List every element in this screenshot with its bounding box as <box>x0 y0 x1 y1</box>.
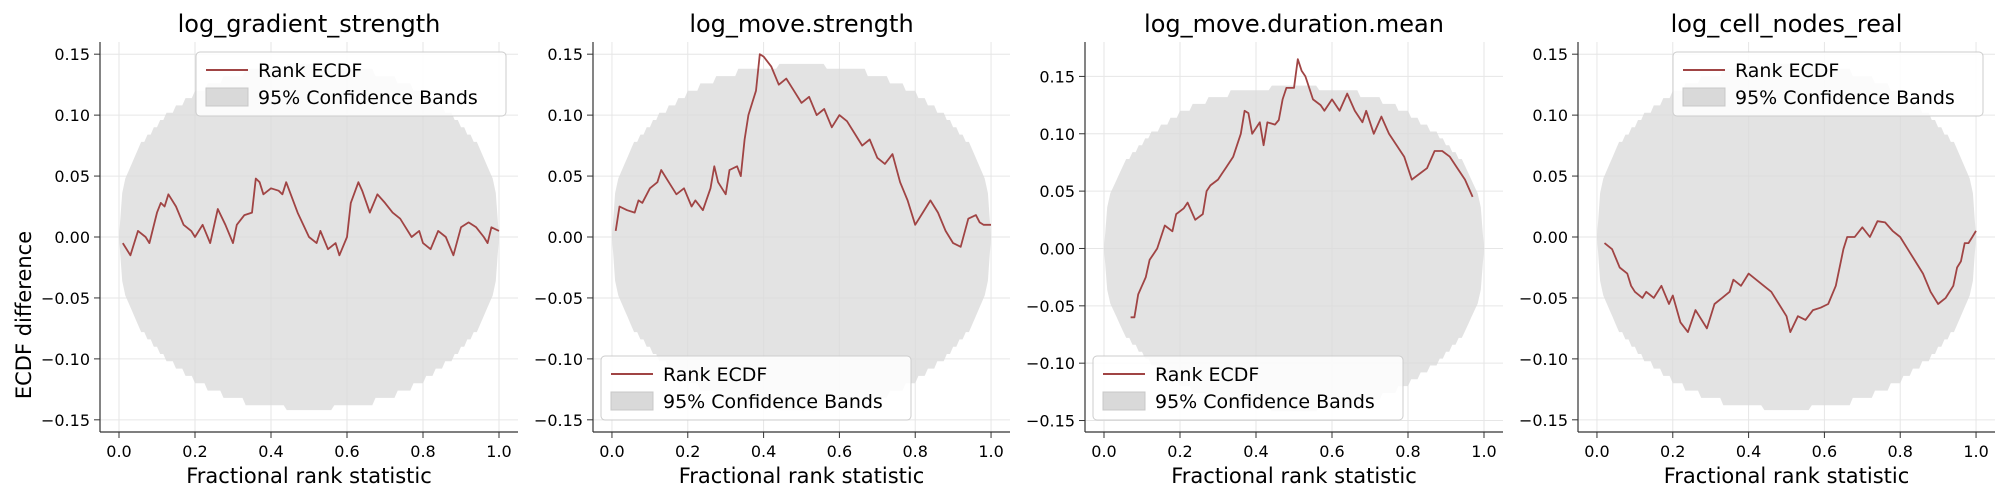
y-tick-label: 0.10 <box>1532 106 1568 125</box>
x-tick-label: 1.0 <box>486 442 511 461</box>
x-tick-label: 0.8 <box>1395 442 1420 461</box>
legend-band-swatch <box>1682 87 1726 107</box>
y-tick-label: 0.15 <box>1039 67 1075 86</box>
y-tick-label: 0.10 <box>54 106 90 125</box>
y-tick-label: 0.05 <box>1532 167 1568 186</box>
x-tick-label: 0.6 <box>1319 442 1344 461</box>
legend: Rank ECDF 95% Confidence Bands <box>1092 355 1404 421</box>
y-tick-label: 0.15 <box>54 45 90 64</box>
y-tick-label: 0.05 <box>1039 182 1075 201</box>
y-tick-label: 0.05 <box>54 167 90 186</box>
x-axis-label: Fractional rank statistic <box>679 464 925 488</box>
x-tick-label: 0.4 <box>258 442 283 461</box>
chart-panel-1: 0.0 0.2 0.4 0.6 0.8 1.0 0.15 0.10 0.05 0.00 −0.05 −… <box>41 10 518 488</box>
legend-box <box>195 51 507 117</box>
y-tick-label: −0.15 <box>1026 412 1075 431</box>
legend-box <box>600 355 912 421</box>
x-tick-label: 1.0 <box>1471 442 1496 461</box>
figure-ylabel: ECDF difference <box>12 231 36 399</box>
legend-label-rank-ecdf: Rank ECDF <box>258 60 362 82</box>
y-tick-label: 0.00 <box>547 228 583 247</box>
legend-label-confidence-bands: 95% Confidence Bands <box>663 391 883 413</box>
y-tick-label: −0.15 <box>41 411 90 430</box>
x-tick-label: 0.0 <box>1584 442 1609 461</box>
chart-panels: 0.0 0.2 0.4 0.6 0.8 1.0 0.15 0.10 0.05 0.00 −0.05 −… <box>41 10 1995 488</box>
legend-band-swatch <box>1102 391 1146 411</box>
legend-label-rank-ecdf: Rank ECDF <box>663 364 767 386</box>
x-axis-label: Fractional rank statistic <box>1171 464 1417 488</box>
x-tick-label: 0.2 <box>182 442 207 461</box>
x-tick-label: 0.8 <box>410 442 435 461</box>
x-axis-label: Fractional rank statistic <box>1664 464 1910 488</box>
chart-title: log_move.duration.mean <box>1144 10 1444 38</box>
x-tick-label: 0.4 <box>751 442 776 461</box>
chart-title: log_move.strength <box>689 10 913 38</box>
rank-ecdf-line <box>122 177 500 257</box>
x-tick-label: 0.2 <box>1660 442 1685 461</box>
x-tick-label: 0.0 <box>106 442 131 461</box>
chart-title: log_cell_nodes_real <box>1671 10 1903 38</box>
y-tick-label: −0.10 <box>1026 354 1075 373</box>
y-tick-label: −0.05 <box>1026 297 1075 316</box>
x-tick-label: 0.0 <box>1091 442 1116 461</box>
chart-panel-4: 0.0 0.2 0.4 0.6 0.8 1.0 0.15 0.10 0.05 0.00 −0.05 −… <box>1519 10 1995 488</box>
y-tick-label: 0.00 <box>1039 239 1075 258</box>
y-tick-label: −0.10 <box>534 350 583 369</box>
legend: Rank ECDF 95% Confidence Bands <box>1672 51 1984 117</box>
x-tick-label: 1.0 <box>1963 442 1988 461</box>
y-tick-label: 0.00 <box>1532 228 1568 247</box>
legend-label-rank-ecdf: Rank ECDF <box>1155 364 1259 386</box>
y-tick-label: 0.10 <box>547 106 583 125</box>
legend: Rank ECDF 95% Confidence Bands <box>600 355 912 421</box>
x-tick-label: 0.8 <box>1888 442 1913 461</box>
y-tick-label: −0.15 <box>1519 411 1568 430</box>
y-tick-label: 0.15 <box>547 45 583 64</box>
x-tick-label: 0.6 <box>827 442 852 461</box>
x-tick-label: 0.6 <box>1812 442 1837 461</box>
confidence-band <box>1104 85 1484 412</box>
y-tick-label: −0.10 <box>1519 350 1568 369</box>
legend-label-confidence-bands: 95% Confidence Bands <box>1735 87 1955 109</box>
confidence-band <box>612 63 991 411</box>
chart-panel-2: 0.0 0.2 0.4 0.6 0.8 1.0 0.15 0.10 0.05 0.00 −0.05 −… <box>534 10 1010 488</box>
x-tick-label: 0.8 <box>903 442 928 461</box>
y-tick-label: −0.15 <box>534 411 583 430</box>
legend-band-swatch <box>205 87 249 107</box>
x-tick-label: 0.4 <box>1736 442 1761 461</box>
legend-label-confidence-bands: 95% Confidence Bands <box>1155 391 1375 413</box>
x-tick-label: 0.0 <box>599 442 624 461</box>
legend-band-swatch <box>610 391 654 411</box>
y-tick-label: 0.05 <box>547 167 583 186</box>
x-tick-label: 0.6 <box>334 442 359 461</box>
legend-box <box>1092 355 1404 421</box>
x-tick-label: 1.0 <box>978 442 1003 461</box>
y-tick-label: −0.10 <box>41 350 90 369</box>
legend-box <box>1672 51 1984 117</box>
x-tick-label: 0.2 <box>1167 442 1192 461</box>
legend-label-rank-ecdf: Rank ECDF <box>1735 60 1839 82</box>
y-tick-label: −0.05 <box>1519 289 1568 308</box>
y-tick-label: −0.05 <box>41 289 90 308</box>
x-tick-label: 0.2 <box>675 442 700 461</box>
legend: Rank ECDF 95% Confidence Bands <box>195 51 507 117</box>
y-tick-label: 0.15 <box>1532 45 1568 64</box>
rank-ecdf-line <box>1130 58 1474 319</box>
y-tick-label: 0.10 <box>1039 125 1075 144</box>
rank-ecdf-line <box>614 53 991 248</box>
rank-ecdf-line <box>1603 220 1977 334</box>
y-tick-label: −0.05 <box>534 289 583 308</box>
x-axis-label: Fractional rank statistic <box>186 464 432 488</box>
y-tick-label: 0.00 <box>54 228 90 247</box>
x-tick-label: 0.4 <box>1243 442 1268 461</box>
legend-label-confidence-bands: 95% Confidence Bands <box>258 87 478 109</box>
chart-panel-3: 0.0 0.2 0.4 0.6 0.8 1.0 0.15 0.10 0.05 0.00 −0.05 −… <box>1026 10 1503 488</box>
chart-title: log_gradient_strength <box>178 10 441 38</box>
